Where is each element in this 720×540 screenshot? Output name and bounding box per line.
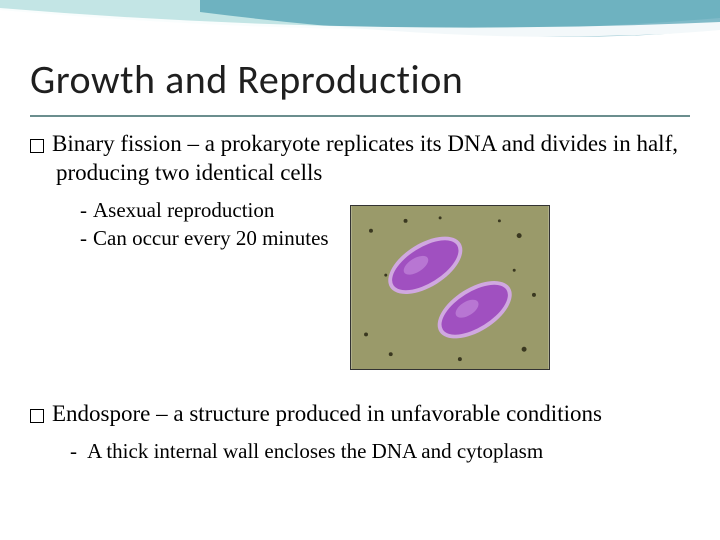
decor-band-3	[0, 8, 720, 38]
sub1b: Can occur every 20 minutes	[93, 226, 329, 250]
decor-band-2	[200, 0, 720, 37]
bullet2-text: Endospore – a structure produced in unfa…	[52, 401, 602, 426]
square-bullet-icon	[30, 139, 44, 153]
slide-title: Growth and Reproduction	[30, 55, 463, 104]
bullet-binary-fission: Binary fission – a prokaryote replicates…	[30, 130, 690, 188]
bacteria-figure	[350, 205, 550, 370]
sub-item: - A thick internal wall encloses the DNA…	[70, 437, 690, 465]
square-bullet-icon	[30, 409, 44, 423]
bullet1-text: Binary fission – a prokaryote replicates…	[52, 131, 678, 185]
decor-band-1	[0, 0, 720, 30]
content-block-2: Endospore – a structure produced in unfa…	[30, 400, 690, 465]
figure-bg	[351, 206, 549, 369]
title-underline	[30, 115, 690, 117]
sub2a: A thick internal wall encloses the DNA a…	[87, 439, 543, 463]
bullet-endospore: Endospore – a structure produced in unfa…	[30, 400, 690, 429]
sub-list-2: - A thick internal wall encloses the DNA…	[70, 437, 690, 465]
sub1a: Asexual reproduction	[93, 198, 274, 222]
